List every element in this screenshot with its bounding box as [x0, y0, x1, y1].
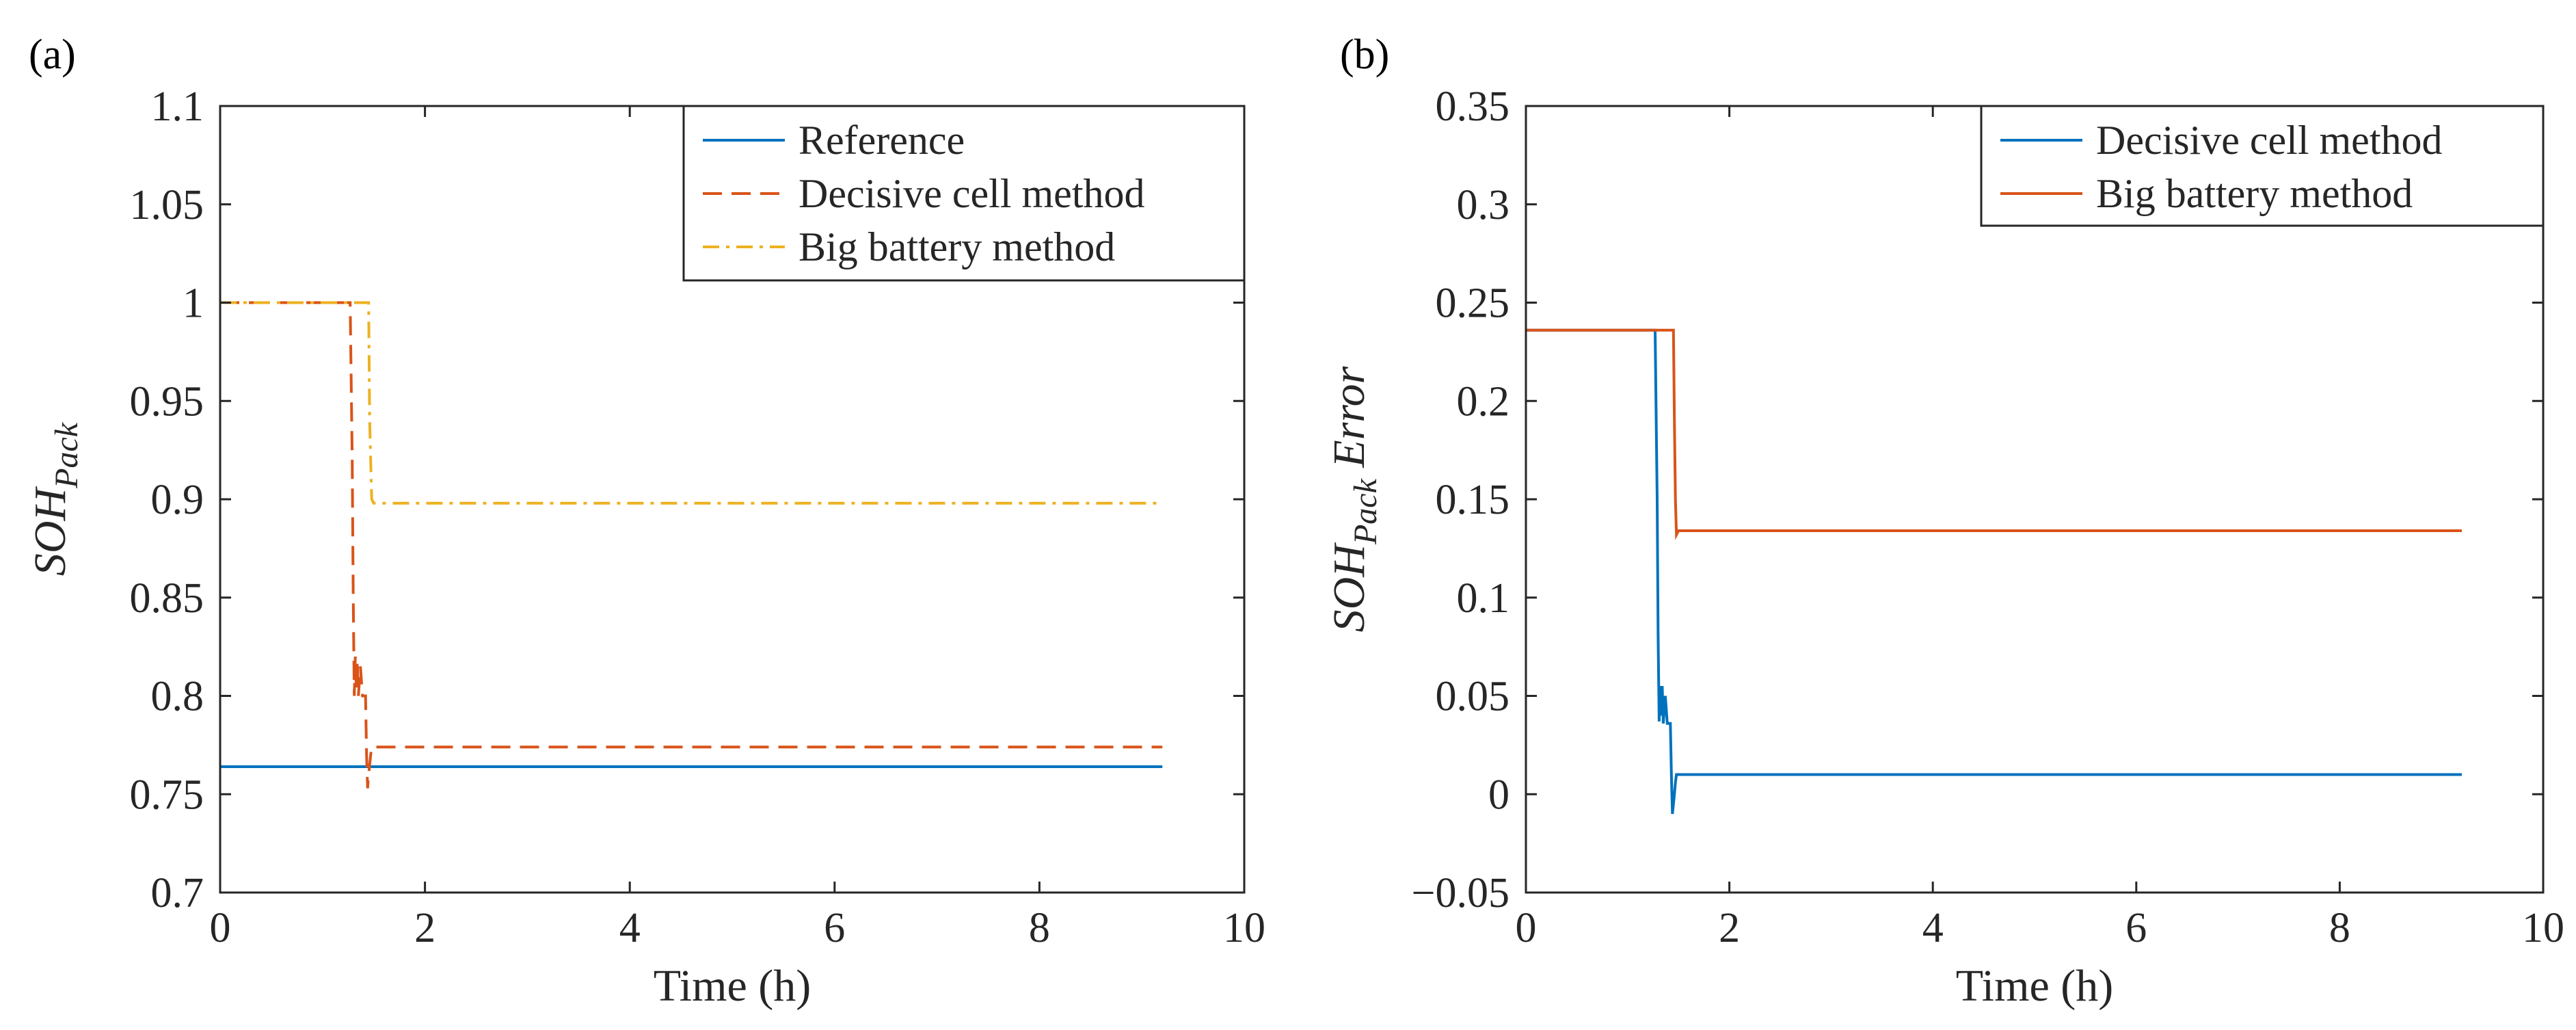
x-tick-label: 6 [824, 905, 845, 951]
x-tick-label: 2 [1719, 905, 1740, 951]
y-tick-label: −0.05 [1412, 870, 1510, 916]
y-tick-label: 0.05 [1436, 674, 1510, 720]
x-tick-label: 6 [2125, 905, 2147, 951]
y-axis-label: SOHPack Error [1324, 366, 1384, 632]
chart-panel-1: 0 2 4 6 8 10 0.7 0.75 0.8 0.85 0.9 0.95 1 1.05 1.1 Time… [25, 31, 1265, 1011]
x-tick-label: 2 [414, 905, 435, 951]
y-tick-label: 0.1 [1457, 575, 1510, 622]
panel-label: (a) [29, 31, 76, 78]
x-tick-label: 8 [1029, 905, 1050, 951]
x-axis-label: Time (h) [654, 961, 811, 1011]
legend: Decisive cell method Big battery method [1980, 105, 2545, 227]
y-tick-label: 0.35 [1436, 83, 1510, 130]
y-axis-label: SOHPack [25, 421, 85, 576]
series-line-2 [1526, 328, 2462, 540]
x-tick-label: 0 [1516, 905, 1537, 951]
y-tick-label: 0.7 [151, 870, 204, 916]
x-tick-label: 0 [210, 905, 231, 951]
legend-label-3: Big battery method [799, 224, 1115, 269]
series-line-1 [1526, 328, 2462, 815]
legend-label-1: Reference [799, 118, 965, 163]
y-tick-label: 1.05 [130, 182, 204, 228]
y-tick-label: 0.15 [1436, 477, 1510, 523]
y-tick-label: 1.1 [151, 83, 204, 130]
series-line-2 [220, 301, 1163, 789]
series-group [220, 301, 1163, 789]
legend-label-2: Big battery method [2096, 171, 2413, 216]
y-tick-label: 0.8 [151, 674, 204, 720]
y-tick-label: 0.2 [1457, 378, 1510, 425]
legend: Reference Decisive cell method Big battery… [682, 105, 1246, 282]
y-tick-label: 0.85 [130, 575, 204, 622]
legend-box [1980, 105, 2545, 227]
y-tick-label: 1 [183, 280, 204, 327]
y-tick-label: 0.9 [151, 477, 204, 523]
x-tick-label: 10 [2522, 905, 2564, 951]
y-tick-label: 0.3 [1457, 182, 1510, 228]
y-tick-label: 0.25 [1436, 280, 1510, 327]
plot-area [1526, 106, 2543, 893]
legend-label-2: Decisive cell method [799, 171, 1144, 216]
x-tick-label: 8 [2329, 905, 2350, 951]
chart-panel-2: 0 2 4 6 8 10−0.0500.050.10.150.20.250.30.35Ti… [1324, 31, 2564, 1011]
series-group [1526, 328, 2462, 815]
series-line-3 [220, 301, 1163, 505]
y-tick-label: 0 [1488, 771, 1510, 818]
x-axis-label: Time (h) [1956, 961, 2113, 1011]
x-tick-label: 4 [619, 905, 641, 951]
x-tick-label: 4 [1922, 905, 1944, 951]
panel-label: (b) [1340, 31, 1389, 78]
y-tick-label: 0.95 [130, 378, 204, 425]
y-tick-label: 0.75 [130, 771, 204, 818]
legend-label-1: Decisive cell method [2096, 118, 2442, 163]
x-tick-label: 10 [1223, 905, 1265, 951]
